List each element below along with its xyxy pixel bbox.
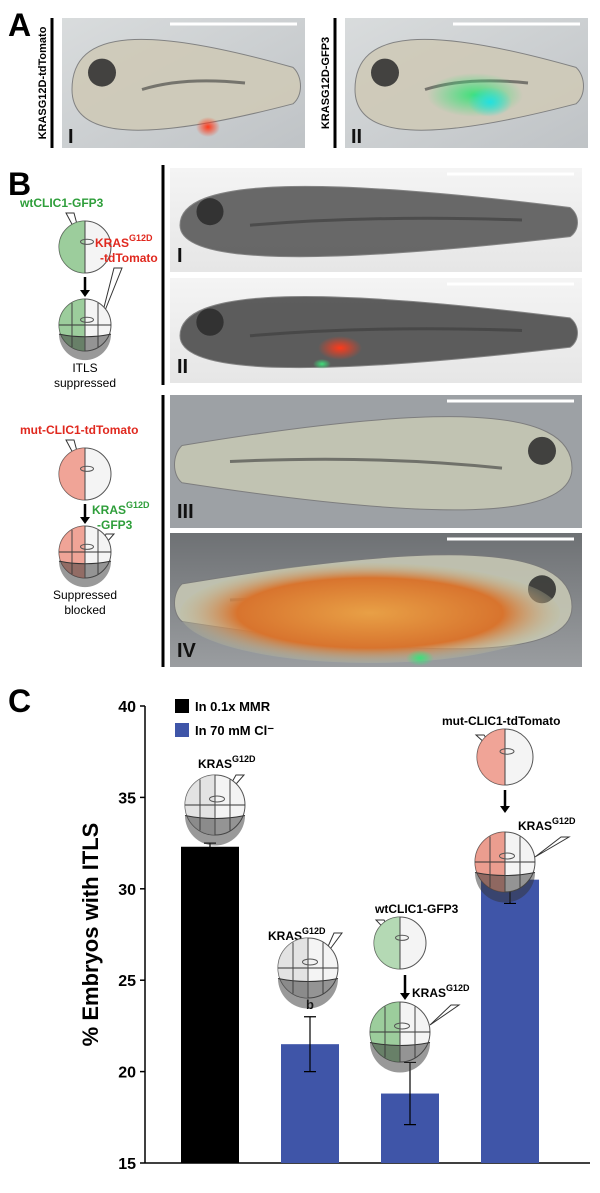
needle bbox=[429, 1004, 461, 1026]
y-tick-label: 30 bbox=[118, 882, 136, 899]
diagram-label-sup: G12D bbox=[302, 926, 326, 936]
numeral: II bbox=[351, 126, 362, 148]
side-label: KRASG12D-tdTomato bbox=[37, 26, 49, 139]
injection-label: -GFP3 bbox=[97, 518, 133, 532]
injection-label-sup: G12D bbox=[129, 233, 153, 243]
eye bbox=[371, 58, 399, 87]
panel-label: C bbox=[8, 683, 31, 719]
injection-label: mut-CLIC1-tdTomato bbox=[20, 423, 138, 437]
gut bbox=[249, 216, 523, 227]
embryo-half bbox=[59, 221, 85, 273]
eye bbox=[88, 58, 116, 87]
nucleus bbox=[80, 316, 94, 323]
embryo-half bbox=[477, 729, 505, 785]
legend-label: In 70 mM Cl⁻ bbox=[195, 723, 274, 738]
arrow-head bbox=[400, 993, 410, 1000]
legend-label: In 0.1x MMR bbox=[195, 699, 271, 714]
diagram-label: KRASG12D bbox=[518, 816, 576, 833]
embryo-body bbox=[174, 416, 573, 511]
diagram-label: KRASG12D bbox=[412, 983, 470, 1000]
needle bbox=[534, 836, 571, 858]
embryo-body bbox=[71, 38, 301, 131]
fluorescence bbox=[313, 359, 331, 369]
nucleus bbox=[80, 238, 94, 245]
eye bbox=[196, 308, 224, 336]
arrow-head bbox=[80, 517, 90, 524]
fluorescence bbox=[196, 117, 220, 137]
fluorescence bbox=[406, 650, 434, 666]
embryo-body bbox=[179, 185, 578, 258]
y-axis-label: % Embryos with ITLS bbox=[78, 823, 103, 1047]
diagram-label: KRASG12D bbox=[268, 926, 326, 943]
diagram-label: KRASG12D bbox=[198, 754, 256, 771]
embryo-body bbox=[179, 295, 578, 369]
y-tick-label: 35 bbox=[118, 790, 136, 807]
gut bbox=[229, 457, 503, 470]
injection-label: -tdTomato bbox=[100, 251, 158, 265]
error-bar bbox=[304, 1016, 316, 1073]
gut bbox=[249, 327, 523, 338]
diagram-label-base: KRAS bbox=[412, 986, 446, 1000]
nucleus bbox=[499, 748, 515, 755]
outcome-label: Suppressed bbox=[53, 588, 117, 602]
numeral: IV bbox=[177, 640, 197, 662]
injection-label: wtCLIC1-GFP3 bbox=[19, 196, 104, 210]
panel-label: B bbox=[8, 166, 31, 202]
injection-label-base: KRAS bbox=[92, 503, 126, 517]
outcome-label: ITLS bbox=[72, 361, 97, 375]
diagram-label-base: KRAS bbox=[518, 819, 552, 833]
panel-label: A bbox=[8, 7, 31, 43]
numeral: III bbox=[177, 501, 194, 523]
numeral: I bbox=[68, 126, 74, 148]
injection-label-base: KRAS bbox=[95, 236, 129, 250]
y-tick-label: 20 bbox=[118, 1065, 136, 1082]
arrow-head bbox=[500, 806, 510, 813]
nucleus bbox=[395, 934, 409, 941]
injection-label-sup: G12D bbox=[126, 500, 150, 510]
arrow-head bbox=[80, 290, 90, 297]
diagram-label: mut-CLIC1-tdTomato bbox=[442, 714, 560, 728]
nucleus bbox=[394, 1022, 410, 1030]
diagram-label-sup: G12D bbox=[232, 754, 256, 764]
numeral: I bbox=[177, 245, 183, 267]
gut bbox=[141, 79, 246, 91]
nucleus bbox=[80, 465, 94, 472]
legend-swatch bbox=[175, 723, 189, 737]
diagram-label-sup: G12D bbox=[446, 983, 470, 993]
fluorescence bbox=[318, 336, 362, 360]
y-tick-label: 25 bbox=[118, 973, 136, 990]
side-label: KRASG12D-GFP3 bbox=[320, 37, 332, 129]
nucleus bbox=[499, 852, 515, 860]
embryo-half bbox=[59, 448, 85, 500]
diagram-label-sup: G12D bbox=[552, 816, 576, 826]
bar bbox=[481, 879, 539, 1163]
legend-swatch bbox=[175, 699, 189, 713]
outcome-label: suppressed bbox=[54, 376, 116, 390]
injection-label: KRASG12D bbox=[92, 500, 150, 517]
diagram-label-base: KRAS bbox=[198, 757, 232, 771]
eye bbox=[528, 436, 556, 465]
nucleus bbox=[209, 795, 225, 803]
eye bbox=[196, 198, 224, 226]
nucleus bbox=[80, 543, 94, 550]
y-tick-label: 15 bbox=[118, 1156, 136, 1173]
bar bbox=[181, 846, 239, 1163]
y-tick-label: 40 bbox=[118, 699, 136, 716]
fluorescence bbox=[468, 87, 512, 117]
fluorescence bbox=[180, 563, 560, 663]
diagram-label-base: KRAS bbox=[268, 929, 302, 943]
nucleus bbox=[302, 958, 318, 966]
outcome-label: blocked bbox=[64, 603, 105, 617]
embryo-half bbox=[374, 917, 400, 969]
diagram-label: wtCLIC1-GFP3 bbox=[374, 902, 459, 916]
numeral: II bbox=[177, 356, 188, 378]
injection-label: KRASG12D bbox=[95, 233, 153, 250]
